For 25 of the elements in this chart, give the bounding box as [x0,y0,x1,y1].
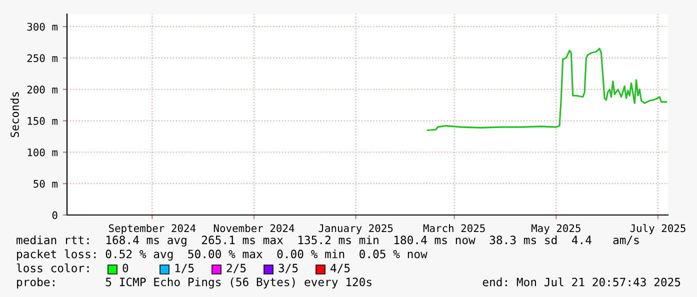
x-tick-label: September 2024 [108,224,196,234]
text: probe: 5 ICMP Echo Pings (56 Bytes) every 120s [17,277,372,289]
x-tick-label: January 2025 [318,224,393,234]
text: 2/5 [226,264,246,274]
y-tick-label: 50 m [34,180,58,188]
y-axis-title: Seconds [10,92,19,138]
x-tick-label: May 2025 [532,224,580,234]
text: 3/5 [278,264,298,274]
text: 4/5 [330,264,350,274]
y-tick-label: 200 m [27,86,58,94]
text: median rtt: 168.4 ms avg 265.1 ms max 135.2 ms min 180.4 ms now 38.3 ms sd 4.4 am/s [16,235,639,247]
y-tick-label: 0 [52,211,58,220]
text: 1/5 [175,264,194,274]
y-tick-label: 250 m [27,54,58,62]
x-tick-label: November 2024 [214,224,294,232]
y-tick-label: 300 m [27,22,58,31]
text: 0 [122,264,128,272]
x-tick-label: March 2025 [423,224,485,232]
x-tick-label: July 2025 [630,224,686,234]
y-tick-label: 100 m [28,148,58,156]
y-tick-label: 150 m [28,117,58,125]
text: end: Mon Jul 21 20:57:43 2025 [482,277,680,286]
text: loss color: [16,263,89,272]
line-series [426,48,668,131]
text: packet loss: 0.52 % avg 50.00 % max 0.00 % min 0.05 % now [17,249,428,261]
